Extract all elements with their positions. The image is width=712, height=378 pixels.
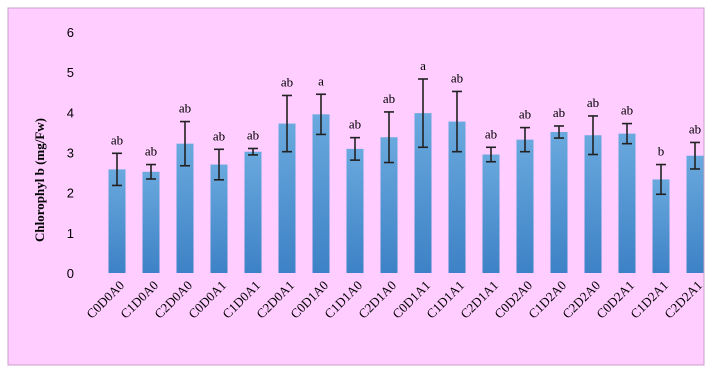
error-bar [112, 152, 122, 187]
significance-label: a [318, 73, 324, 88]
error-bar [418, 78, 428, 149]
y-tick-label: 4 [67, 105, 74, 120]
error-bar [350, 136, 360, 161]
error-bar [622, 122, 632, 145]
significance-label: ab [689, 121, 701, 136]
significance-label: ab [519, 107, 531, 122]
bar [210, 164, 228, 273]
bar [482, 154, 500, 273]
y-tick-label: 3 [67, 146, 74, 161]
error-bar [452, 90, 462, 153]
bars [108, 113, 704, 274]
bar [414, 113, 432, 274]
bar [108, 169, 126, 273]
bar [142, 171, 160, 273]
bar [550, 132, 568, 273]
significance-labels: ab ab ab ab ab ab a ab ab a ab ab ab ab ab ab b ab [111, 58, 701, 159]
error-bar [384, 111, 394, 164]
bar [244, 151, 262, 273]
bar [176, 143, 194, 273]
bar [584, 135, 602, 273]
y-tick-label: 6 [67, 25, 74, 40]
significance-label: ab [145, 144, 157, 159]
error-bar [690, 141, 700, 170]
bar [516, 139, 534, 273]
significance-label: ab [349, 117, 361, 132]
error-bar [180, 120, 190, 167]
bar [346, 148, 364, 273]
significance-label: ab [179, 101, 191, 116]
significance-label: ab [553, 105, 565, 120]
y-axis-label: Chlorophyl b (mg/Fw) [32, 118, 47, 242]
significance-label: ab [281, 74, 293, 89]
error-bar [520, 126, 530, 153]
error-bar [146, 163, 156, 180]
error-bar [282, 94, 292, 153]
significance-label: ab [247, 127, 259, 142]
error-bars [112, 78, 700, 196]
y-axis-ticks: 0 1 2 3 4 5 6 [67, 25, 74, 281]
significance-label: ab [621, 103, 633, 118]
y-tick-label: 5 [67, 65, 74, 80]
significance-label: ab [485, 126, 497, 141]
error-bar [214, 148, 224, 181]
error-bar [588, 115, 598, 156]
significance-label: b [658, 144, 665, 159]
error-bar [486, 146, 496, 163]
y-tick-label: 1 [67, 226, 74, 241]
error-bar [656, 163, 666, 196]
bar [686, 155, 704, 273]
bar [448, 121, 466, 274]
y-tick-label: 2 [67, 186, 74, 201]
significance-label: ab [587, 95, 599, 110]
bar [380, 137, 398, 273]
bar [652, 179, 670, 273]
significance-label: ab [111, 132, 123, 147]
bar [312, 114, 330, 273]
error-bar [316, 93, 326, 136]
significance-label: ab [383, 91, 395, 106]
y-tick-label: 0 [67, 266, 74, 281]
bar [618, 133, 636, 273]
error-bar [554, 125, 564, 139]
significance-label: ab [213, 128, 225, 143]
significance-label: ab [451, 70, 463, 85]
significance-label: a [420, 58, 426, 73]
bar [278, 123, 296, 273]
error-bar [248, 147, 258, 156]
